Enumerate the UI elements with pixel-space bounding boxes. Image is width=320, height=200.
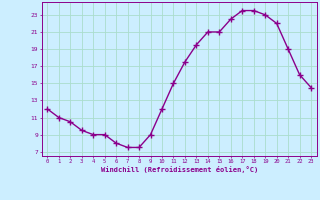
X-axis label: Windchill (Refroidissement éolien,°C): Windchill (Refroidissement éolien,°C) (100, 166, 258, 173)
